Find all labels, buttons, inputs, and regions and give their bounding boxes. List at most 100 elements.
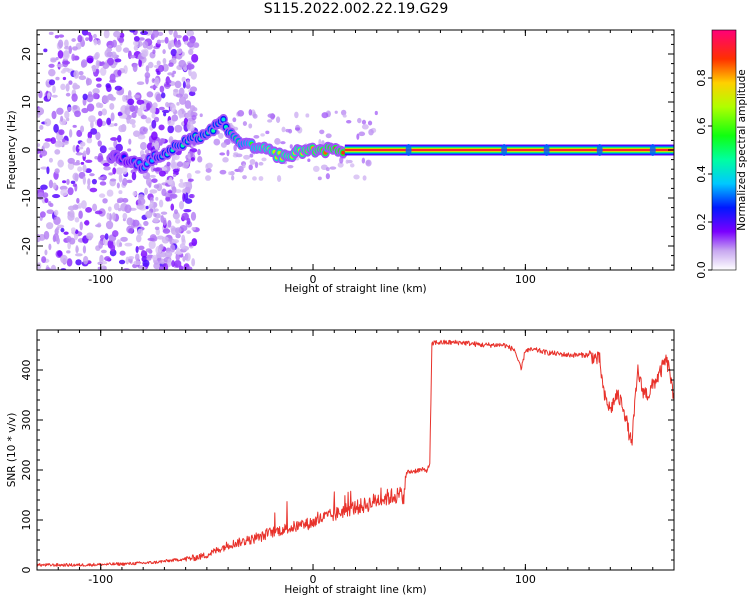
scatter-blob bbox=[253, 134, 260, 139]
noise-blob bbox=[94, 210, 103, 215]
ridge-blob bbox=[211, 128, 216, 133]
scatter-blob bbox=[199, 113, 203, 118]
noise-blob bbox=[87, 178, 91, 186]
noise-blob bbox=[155, 196, 159, 201]
noise-blob bbox=[178, 182, 187, 188]
noise-blob bbox=[179, 178, 184, 183]
noise-blob bbox=[57, 50, 64, 59]
noise-blob bbox=[135, 246, 139, 253]
noise-blob bbox=[169, 244, 176, 253]
noise-blob bbox=[176, 34, 182, 39]
noise-blob bbox=[176, 247, 181, 255]
noise-blob bbox=[65, 92, 71, 97]
noise-blob bbox=[97, 140, 102, 147]
scatter-blob bbox=[353, 174, 360, 180]
scatter-blob bbox=[233, 152, 239, 156]
noise-blob bbox=[137, 134, 146, 140]
noise-blob bbox=[122, 212, 128, 220]
noise-blob bbox=[149, 85, 158, 89]
noise-blob bbox=[95, 68, 100, 75]
noise-blob bbox=[56, 107, 64, 115]
scatter-blob bbox=[219, 152, 226, 156]
noise-blob bbox=[71, 93, 78, 102]
scatter-blob bbox=[185, 113, 190, 119]
x-tick-label: 100 bbox=[515, 573, 536, 586]
noise-blob bbox=[44, 118, 52, 127]
noise-blob bbox=[80, 200, 87, 209]
ridge-blob bbox=[649, 144, 656, 156]
noise-blob bbox=[74, 173, 79, 182]
noise-blob bbox=[75, 253, 83, 257]
noise-blob bbox=[66, 258, 73, 267]
noise-blob bbox=[159, 137, 166, 144]
noise-blob bbox=[39, 211, 46, 218]
scatter-blob bbox=[274, 138, 281, 145]
noise-blob bbox=[78, 70, 84, 76]
noise-blob bbox=[107, 45, 112, 49]
scatter-blob bbox=[265, 130, 270, 135]
snr-data bbox=[37, 339, 674, 567]
noise-blob bbox=[91, 178, 97, 185]
noise-blob bbox=[113, 162, 117, 167]
scatter-blob bbox=[260, 133, 265, 137]
noise-blob bbox=[133, 94, 141, 99]
colorbar-tick-label: 0.4 bbox=[695, 165, 708, 183]
noise-blob bbox=[186, 30, 195, 37]
noise-blob bbox=[133, 40, 139, 46]
noise-blob bbox=[174, 227, 182, 234]
scatter-blob bbox=[294, 127, 301, 131]
noise-blob bbox=[71, 53, 76, 62]
noise-blob bbox=[92, 33, 97, 39]
noise-blob bbox=[191, 53, 199, 63]
noise-blob bbox=[60, 83, 66, 90]
scatter-blob bbox=[194, 170, 201, 174]
noise-blob bbox=[187, 62, 192, 71]
noise-blob bbox=[145, 210, 153, 219]
noise-blob bbox=[99, 67, 107, 76]
noise-blob bbox=[142, 41, 149, 49]
scatter-blob bbox=[249, 158, 256, 165]
noise-blob bbox=[167, 258, 172, 268]
noise-blob bbox=[143, 220, 149, 226]
scatter-blob bbox=[191, 114, 197, 121]
noise-blob bbox=[172, 70, 177, 75]
noise-blob bbox=[48, 63, 55, 68]
noise-blob bbox=[182, 81, 186, 89]
scatter-blob bbox=[362, 175, 367, 181]
noise-blob bbox=[73, 70, 80, 79]
noise-blob bbox=[127, 255, 135, 260]
noise-blob bbox=[86, 232, 94, 240]
noise-blob bbox=[43, 48, 48, 53]
noise-blob bbox=[172, 168, 180, 173]
noise-blob bbox=[156, 70, 161, 75]
noise-blob bbox=[162, 49, 166, 55]
colorbar-ticks: 0.0 0.2 0.4 0.6 0.8 bbox=[695, 69, 712, 279]
noise-blob bbox=[129, 54, 136, 59]
noise-blob bbox=[118, 173, 123, 183]
noise-blob bbox=[53, 216, 61, 226]
noise-blob bbox=[66, 235, 72, 243]
noise-blob bbox=[86, 103, 95, 112]
noise-blob bbox=[145, 177, 152, 187]
scatter-blob bbox=[325, 133, 332, 139]
noise-blob bbox=[88, 115, 96, 123]
noise-blob bbox=[48, 243, 52, 251]
noise-blob bbox=[112, 230, 119, 238]
scatter-blob bbox=[261, 157, 267, 162]
noise-blob bbox=[190, 211, 197, 221]
noise-blob bbox=[109, 73, 116, 82]
scatter-blob bbox=[365, 160, 371, 165]
noise-blob bbox=[160, 39, 165, 43]
y-tick-label: 20 bbox=[20, 47, 33, 61]
noise-blob bbox=[90, 120, 94, 129]
noise-blob bbox=[182, 256, 186, 262]
noise-blob bbox=[153, 64, 160, 68]
noise-blob bbox=[65, 83, 70, 92]
scatter-blob bbox=[231, 175, 235, 181]
noise-blob bbox=[96, 83, 102, 88]
noise-blob bbox=[184, 100, 192, 109]
noise-blob bbox=[88, 34, 93, 42]
noise-blob bbox=[97, 155, 104, 163]
noise-blob bbox=[70, 227, 76, 233]
